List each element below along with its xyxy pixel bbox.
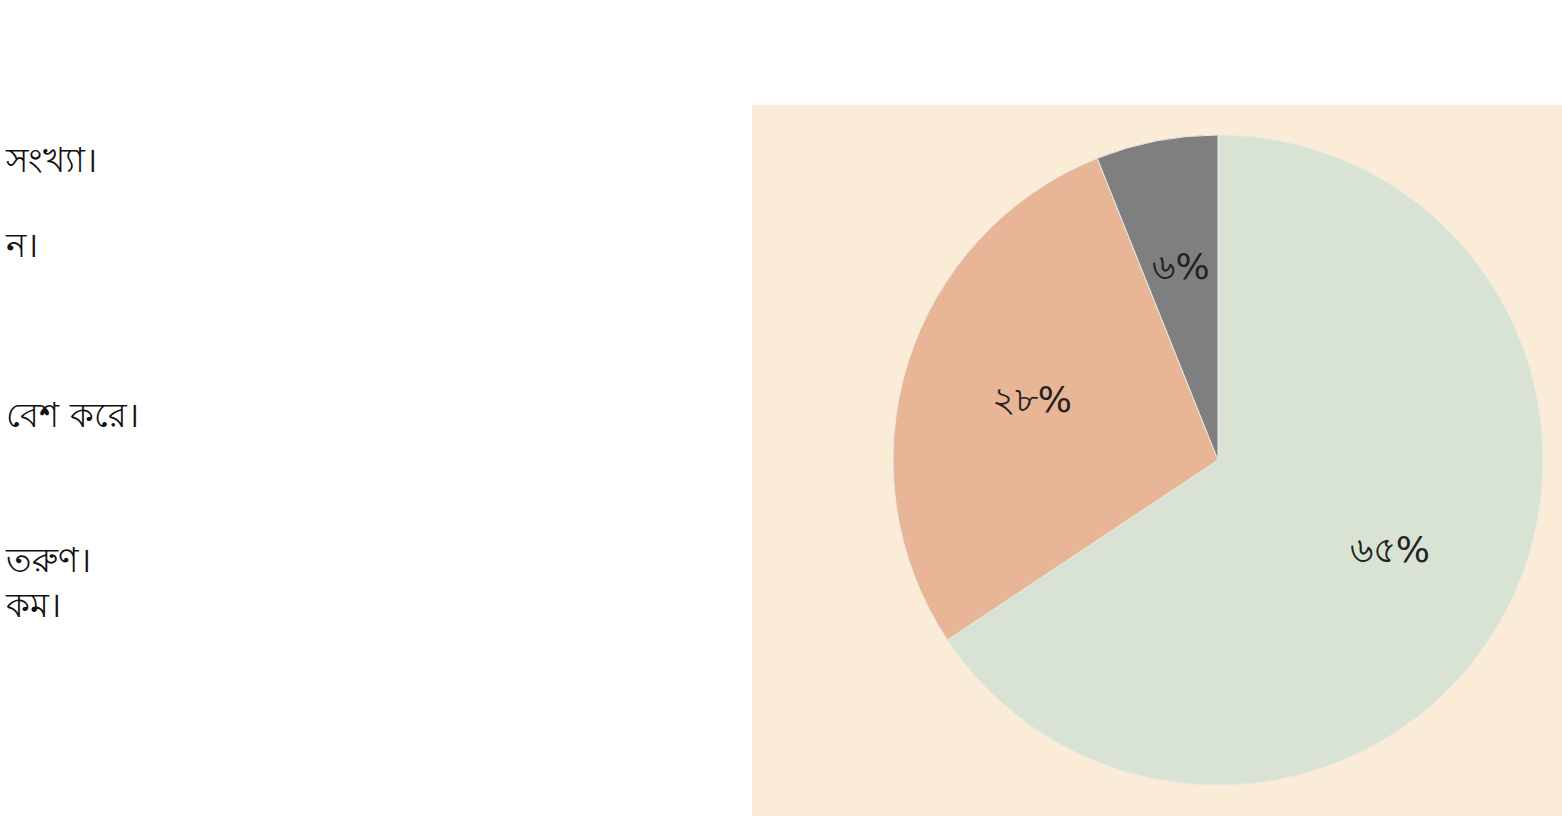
annotation-text: বেশ করে। [6, 395, 139, 435]
annotations: সংখ্যা। ন। বেশ করে। তরুণ। কম। [5, 140, 139, 625]
pie-slice [1097, 135, 1218, 460]
data-label: ৬৫% [1350, 529, 1430, 570]
annotation-text: সংখ্যা। [5, 140, 97, 180]
pie-panel [752, 105, 1562, 816]
annotation-text: তরুণ। [5, 540, 91, 580]
data-label: ৬% [1152, 246, 1209, 287]
data-label: ২৮% [992, 379, 1072, 420]
chart-root: সংখ্যা। ন। বেশ করে। তরুণ। কম। ৬৫% ২৮% ৬% [0, 0, 1562, 816]
pie: ৬৫% ২৮% ৬% [893, 135, 1543, 785]
annotation-text: কম। [5, 585, 61, 625]
annotation-text: ন। [5, 225, 38, 265]
